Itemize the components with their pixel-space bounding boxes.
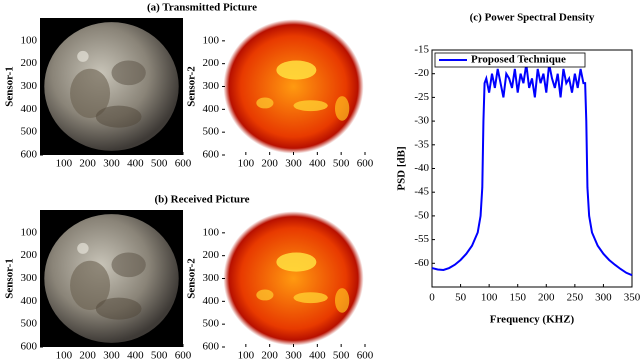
x-tick-label: 400: [127, 350, 144, 359]
y-tick-label: 200: [203, 249, 220, 261]
y-axis-label: Sensor-1: [4, 258, 16, 299]
x-tick-label: 200: [261, 158, 278, 170]
x-tick-label: 300: [103, 350, 120, 359]
x-tick-label: 150: [509, 292, 526, 304]
y-tick-label: 100: [203, 34, 220, 46]
y-tick-label: 200: [203, 57, 220, 69]
x-tick-label: 600: [175, 350, 192, 359]
x-tick-label: 300: [285, 158, 302, 170]
y-tick-label: 300: [21, 80, 38, 92]
y-tick-label: 300: [21, 272, 38, 284]
x-tick-label: 600: [357, 158, 374, 170]
y-axis-label: Sensor-2: [186, 66, 198, 107]
picture: [40, 18, 183, 155]
y-tick-label: 300: [203, 272, 220, 284]
y-tick-label: -15: [414, 44, 429, 56]
y-tick-label: -55: [414, 233, 429, 245]
x-tick-label: 500: [151, 350, 168, 359]
x-axis-label: Frequency (KHZ): [490, 314, 575, 326]
y-tick-label: 600: [203, 149, 220, 161]
x-tick-label: 250: [567, 292, 584, 304]
chart-title: (c) Power Spectral Density: [470, 12, 595, 24]
x-tick-label: 100: [56, 350, 73, 359]
y-tick-label: 500: [203, 318, 220, 330]
y-tick-label: 600: [203, 341, 220, 353]
x-tick-label: 600: [357, 350, 374, 359]
y-axis-label: Sensor-2: [186, 258, 198, 299]
legend-box: [434, 52, 586, 68]
x-tick-label: 350: [624, 292, 640, 304]
x-tick-label: 300: [595, 292, 612, 304]
y-tick-label: 500: [21, 126, 38, 138]
y-tick-label: 200: [21, 57, 38, 69]
y-tick-label: -45: [414, 186, 429, 198]
legend-label: Proposed Technique: [471, 54, 566, 66]
y-tick-label: -20: [414, 67, 429, 79]
y-axis-label: PSD [dB]: [396, 146, 408, 190]
y-tick-label: 300: [203, 80, 220, 92]
x-tick-label: 400: [309, 350, 326, 359]
y-tick-label: 200: [21, 249, 38, 261]
y-tick-label: 400: [203, 103, 220, 115]
y-tick-label: 600: [21, 149, 38, 161]
x-tick-label: 200: [79, 350, 96, 359]
x-tick-label: 100: [56, 158, 73, 170]
picture: [222, 18, 365, 155]
x-tick-label: 100: [238, 158, 255, 170]
x-tick-label: 300: [103, 158, 120, 170]
picture: [222, 210, 365, 347]
panel-title: (b) Received Picture: [154, 194, 249, 206]
y-tick-label: -40: [414, 162, 429, 174]
y-tick-label: 500: [203, 126, 220, 138]
y-tick-label: -25: [414, 91, 429, 103]
x-tick-label: 50: [455, 292, 467, 304]
y-tick-label: 600: [21, 341, 38, 353]
x-tick-label: 500: [333, 158, 350, 170]
x-tick-label: 400: [309, 158, 326, 170]
y-tick-label: 500: [21, 318, 38, 330]
x-tick-label: 500: [151, 158, 168, 170]
y-tick-label: 400: [203, 295, 220, 307]
y-tick-label: -50: [414, 209, 429, 221]
y-tick-label: 100: [21, 34, 38, 46]
x-tick-label: 100: [238, 350, 255, 359]
y-tick-label: 400: [21, 103, 38, 115]
psd-line: [431, 64, 633, 277]
x-tick-label: 100: [481, 292, 498, 304]
x-tick-label: 200: [261, 350, 278, 359]
panel-title: (a) Transmitted Picture: [147, 2, 257, 14]
x-tick-label: 300: [285, 350, 302, 359]
y-tick-label: -60: [414, 257, 429, 269]
x-tick-label: 400: [127, 158, 144, 170]
x-tick-label: 200: [79, 158, 96, 170]
x-tick-label: 600: [175, 158, 192, 170]
picture: [40, 210, 183, 347]
y-tick-label: 100: [203, 226, 220, 238]
y-tick-label: -30: [414, 115, 429, 127]
y-axis-label: Sensor-1: [4, 66, 16, 107]
y-tick-label: -35: [414, 138, 429, 150]
x-tick-label: 0: [429, 292, 435, 304]
y-tick-label: 400: [21, 295, 38, 307]
x-tick-label: 500: [333, 350, 350, 359]
x-tick-label: 200: [538, 292, 555, 304]
y-tick-label: 100: [21, 226, 38, 238]
